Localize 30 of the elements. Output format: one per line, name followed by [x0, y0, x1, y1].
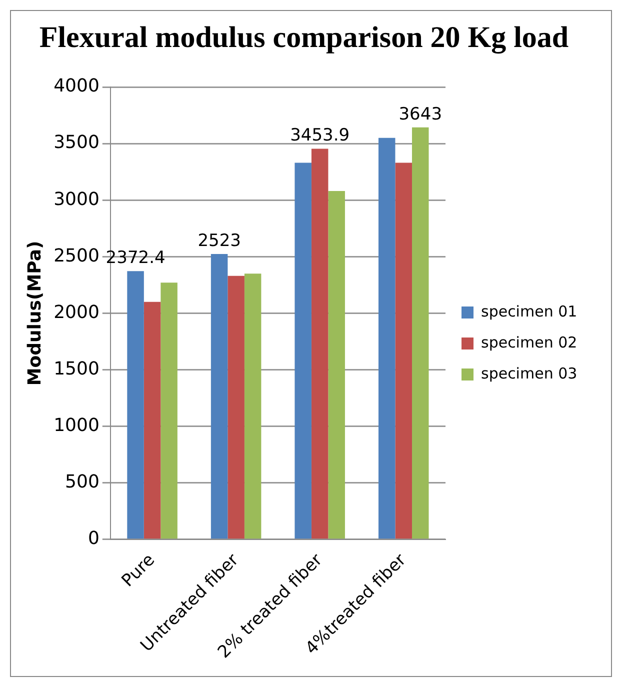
y-tick-label: 3000 — [54, 188, 100, 210]
data-label: 2523 — [198, 230, 241, 251]
legend-label: specimen 01 — [481, 302, 578, 320]
y-tick-label: 2500 — [54, 245, 100, 266]
legend-label: specimen 03 — [481, 364, 578, 382]
y-tick-label: 0 — [88, 528, 100, 550]
data-label: 3453.9 — [290, 126, 350, 146]
data-label: 3643 — [398, 104, 442, 124]
chart-title: Flexural modulus comparison 20 Kg load — [39, 20, 569, 54]
bar — [378, 138, 396, 539]
bar — [412, 127, 429, 539]
bar — [210, 254, 228, 539]
bar — [127, 271, 144, 539]
bar — [160, 282, 178, 539]
y-tick-label: 4000 — [54, 76, 100, 97]
legend-label: specimen 02 — [481, 333, 578, 352]
y-tick-label: 500 — [65, 472, 100, 493]
y-tick-label: 1000 — [54, 414, 100, 436]
bar — [228, 276, 244, 539]
y-tick-label: 3500 — [54, 132, 100, 154]
bar — [294, 162, 312, 539]
y-tick-label: 2000 — [54, 302, 100, 323]
data-label: 2372.4 — [106, 248, 166, 268]
y-tick-label: 1500 — [54, 358, 100, 380]
bar — [244, 274, 262, 539]
bar — [144, 302, 161, 539]
bar — [328, 191, 345, 539]
bar — [395, 162, 412, 539]
y-axis-title: Modulus(MPa) — [24, 240, 46, 386]
bar — [311, 148, 328, 539]
